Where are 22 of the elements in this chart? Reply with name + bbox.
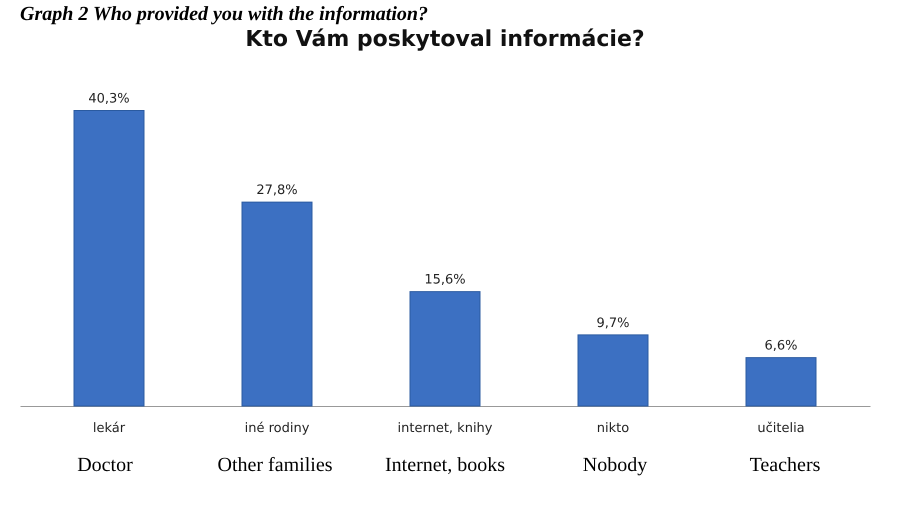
- data-label: 9,7%: [596, 316, 630, 331]
- chart-title: Kto Vám poskytoval informácie?: [245, 27, 645, 52]
- bar: [242, 202, 312, 406]
- bar: [410, 291, 480, 406]
- data-label: 15,6%: [424, 272, 466, 288]
- text: Other families: [218, 454, 333, 476]
- bar: [746, 357, 816, 406]
- text: Internet, books: [385, 454, 506, 476]
- x-tick-label: učitelia: [757, 421, 805, 436]
- text: Doctor: [77, 454, 134, 476]
- x-tick-label: lekár: [92, 421, 126, 436]
- x-tick-label: nikto: [596, 421, 630, 436]
- data-label: 6,6%: [764, 338, 798, 354]
- text: Nobody: [582, 454, 648, 476]
- data-label: 27,8%: [256, 183, 298, 198]
- text: Teachers: [750, 454, 821, 476]
- bar: [74, 110, 144, 406]
- x-tick-label: internet, knihy: [398, 421, 493, 436]
- x-tick-label: iné rodiny: [244, 421, 310, 436]
- caption: Graph 2 Who provided you with the information?: [20, 3, 428, 25]
- bar: [578, 334, 648, 406]
- data-label: 40,3%: [88, 91, 130, 106]
